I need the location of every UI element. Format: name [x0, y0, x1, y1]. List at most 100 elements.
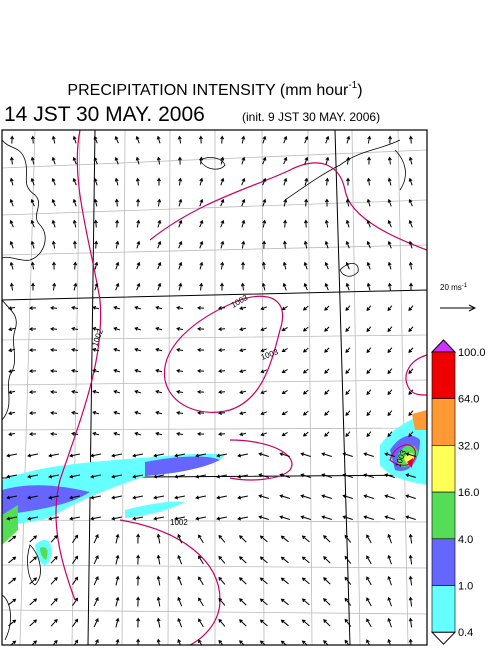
title: PRECIPITATION INTENSITY (mm hour-1) [67, 80, 362, 99]
wind-arrow [259, 640, 266, 645]
wind-arrow [218, 327, 226, 332]
wind-arrow [282, 240, 287, 249]
wind-arrow [321, 452, 332, 457]
wind-arrow [408, 135, 413, 144]
wind-arrow [177, 617, 183, 628]
wind-arrow [387, 575, 392, 586]
wind-arrow [324, 305, 330, 311]
wind-arrow [198, 135, 203, 144]
colorbar-over [430, 339, 457, 353]
wind-arrow [366, 198, 371, 207]
wind-arrow [239, 348, 247, 353]
wind-arrow [135, 135, 140, 144]
wind-arrow [178, 198, 183, 207]
wind-arrow [177, 554, 183, 565]
wind-arrow [325, 135, 330, 144]
wind-arrow [48, 495, 59, 500]
wind-arrow [262, 177, 267, 186]
wind-arrow [197, 410, 205, 415]
wind-arrow [262, 198, 267, 207]
wind-arrow [174, 495, 185, 500]
wind-arrow [115, 554, 120, 565]
wind-arrow [9, 219, 14, 228]
wind-arrow [384, 515, 395, 520]
wind-arrow [29, 411, 37, 416]
wind-arrow [8, 598, 17, 606]
wind-arrow [303, 261, 308, 270]
wind-arrow [6, 516, 17, 521]
wind-arrow [323, 556, 331, 564]
wind-arrow [302, 389, 309, 395]
wind-arrow [239, 411, 247, 416]
isobars [55, 130, 427, 645]
wind-arrow [346, 156, 351, 165]
wind-arrow [72, 219, 77, 228]
wind-arrow [73, 282, 78, 291]
wind-arrow [10, 135, 15, 144]
wind-arrow [29, 619, 38, 627]
wind-arrow [50, 389, 58, 394]
wind-arrow [90, 474, 101, 479]
wind-arrow [71, 326, 79, 331]
wind-arrow [93, 198, 98, 207]
wind-arrow [72, 576, 79, 585]
wind-arrow [48, 516, 59, 521]
wind-arrow [302, 431, 309, 437]
wind-arrow [302, 305, 309, 311]
wind-arrow [323, 640, 329, 645]
wind-arrow [301, 577, 310, 585]
wind-arrow [324, 219, 329, 228]
wind-arrow [135, 156, 140, 165]
wind-arrow [220, 240, 225, 249]
wind-arrow [366, 639, 371, 645]
wind-arrow [153, 516, 164, 521]
wind-arrow [72, 156, 77, 165]
wind-arrow [281, 348, 288, 353]
wind-arrow [388, 135, 393, 144]
wind-arrow [259, 577, 268, 585]
wind-arrow [302, 368, 309, 374]
wind-arrow [408, 219, 413, 228]
wind-arrow [9, 177, 14, 186]
wind-arrow [93, 156, 98, 165]
wind-arrow [8, 348, 16, 353]
wind-arrow [282, 261, 287, 270]
wind-arrow [136, 617, 141, 628]
wind-arrow [323, 598, 331, 606]
wind-arrow [218, 555, 226, 564]
wind-arrow [176, 305, 184, 310]
wind-arrow [8, 432, 16, 437]
wind-arrow [177, 156, 182, 165]
wind-arrow [301, 535, 310, 543]
wind-arrow [72, 555, 79, 564]
wind-arrow [239, 327, 247, 332]
wind-arrow [199, 261, 204, 270]
wind-arrow [387, 533, 392, 544]
wind-arrow [157, 240, 162, 249]
wind-arrow [387, 347, 393, 354]
colorbar-label: 100.0 [458, 347, 486, 359]
wind-arrow [387, 596, 392, 607]
wind-arrow [387, 368, 393, 375]
wind-arrow [93, 219, 98, 228]
wind-arrow [300, 515, 311, 520]
wind-arrow [176, 431, 184, 436]
wind-arrow [50, 410, 58, 415]
wind-arrow [8, 619, 17, 627]
wind-arrow [177, 596, 183, 607]
wind-arrow [218, 534, 226, 543]
wind-arrow [345, 305, 351, 312]
wind-arrow [153, 495, 164, 500]
wind-arrow [367, 156, 372, 165]
wind-arrow [283, 135, 288, 144]
wind-arrow [260, 306, 267, 311]
wind-arrow [51, 177, 56, 186]
wind-arrow [136, 596, 141, 607]
wind-arrow [281, 369, 288, 374]
wind-arrow [342, 515, 353, 520]
wind-arrow [324, 282, 329, 291]
wind-arrow [134, 389, 142, 394]
wind-arrow [50, 576, 58, 585]
wind-arrow [241, 135, 246, 144]
wind-arrow [241, 261, 246, 270]
